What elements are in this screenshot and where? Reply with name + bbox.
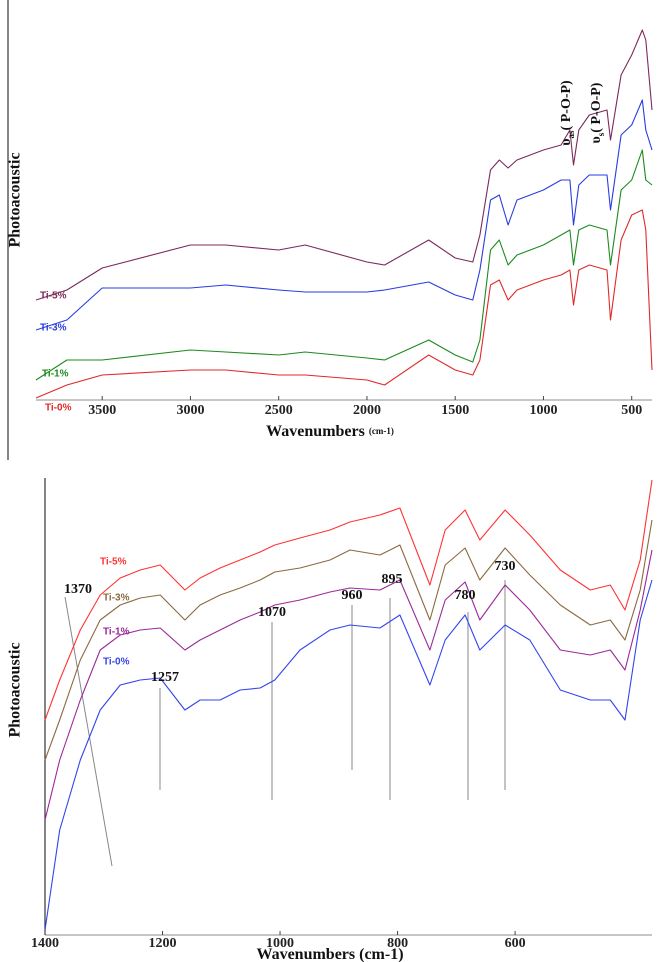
- annotation-part: υ: [559, 138, 574, 145]
- annotation-part: 1257: [151, 670, 179, 685]
- annotation-part: 895: [382, 572, 403, 587]
- annotation: 730: [495, 559, 516, 574]
- annotation: 960: [342, 588, 363, 603]
- annotation: 780: [455, 588, 476, 603]
- x-axis-title-part: Wavenumbers (cm-1): [256, 946, 403, 962]
- annotation-part: 730: [495, 559, 516, 574]
- legend-label: Ti-1%: [42, 369, 69, 380]
- legend-label: Ti-1%: [103, 627, 130, 638]
- y-axis-title: Photoacoustic: [7, 642, 24, 737]
- annotation-part: ( P-O-P): [589, 82, 604, 132]
- annotation: 895: [382, 572, 403, 587]
- annotation-part: 1370: [64, 582, 92, 597]
- annotation: 1070: [258, 605, 286, 620]
- annotation-part: 1070: [258, 605, 286, 620]
- annotation-part: 780: [455, 588, 476, 603]
- spectrum-line: [44, 479, 653, 721]
- x-axis-title-part: Wavenumbers: [266, 423, 365, 440]
- annotation-part: υ: [589, 136, 604, 143]
- x-tick-label: 3000: [176, 403, 204, 418]
- annotation-line: [64, 596, 113, 867]
- legend-label: Ti-3%: [40, 323, 67, 334]
- x-tick-label: 2500: [265, 403, 293, 418]
- x-axis-title-part: (cm-1): [369, 426, 394, 436]
- x-tick-label: 800: [387, 936, 408, 951]
- spectrum-line: [35, 99, 653, 331]
- annotation-part: ( P-O-P): [559, 80, 574, 130]
- x-tick-label: 1500: [441, 403, 469, 418]
- annotation-part: as: [566, 130, 576, 139]
- x-tick-label: 2000: [353, 403, 381, 418]
- legend-label: Ti-5%: [40, 291, 67, 302]
- x-tick-label: 600: [505, 936, 526, 951]
- legend-label: Ti-5%: [100, 557, 127, 568]
- x-tick-label: 1000: [529, 403, 557, 418]
- spectrum-line: [35, 149, 653, 381]
- annotation-part: s: [596, 132, 606, 136]
- x-tick-label: 1400: [31, 936, 59, 951]
- annotation-part: 960: [342, 588, 363, 603]
- spectrum-line: [44, 519, 653, 761]
- x-tick-label: 1200: [149, 936, 177, 951]
- x-axis-title: Wavenumbers (cm-1): [256, 946, 403, 962]
- legend-label: Ti-0%: [103, 657, 130, 668]
- legend-label: Ti-3%: [103, 593, 130, 604]
- spectrum-line: [35, 209, 653, 399]
- x-tick-label: 3500: [88, 403, 116, 418]
- annotation: 1370: [64, 582, 92, 597]
- x-tick-label: 1000: [266, 936, 294, 951]
- x-axis-title: Wavenumbers (cm-1): [266, 423, 394, 440]
- annotation: υs( P-O-P): [589, 82, 606, 143]
- spectrum-line: [35, 29, 653, 301]
- spectrum-line: [44, 549, 653, 821]
- legend-label: Ti-0%: [45, 403, 72, 414]
- annotation: 1257: [151, 670, 179, 685]
- annotation: υas( P-O-P): [559, 80, 576, 146]
- y-axis-title: Photoacoustic: [7, 152, 24, 247]
- spectrum-line: [44, 579, 653, 931]
- x-tick-label: 500: [621, 403, 642, 418]
